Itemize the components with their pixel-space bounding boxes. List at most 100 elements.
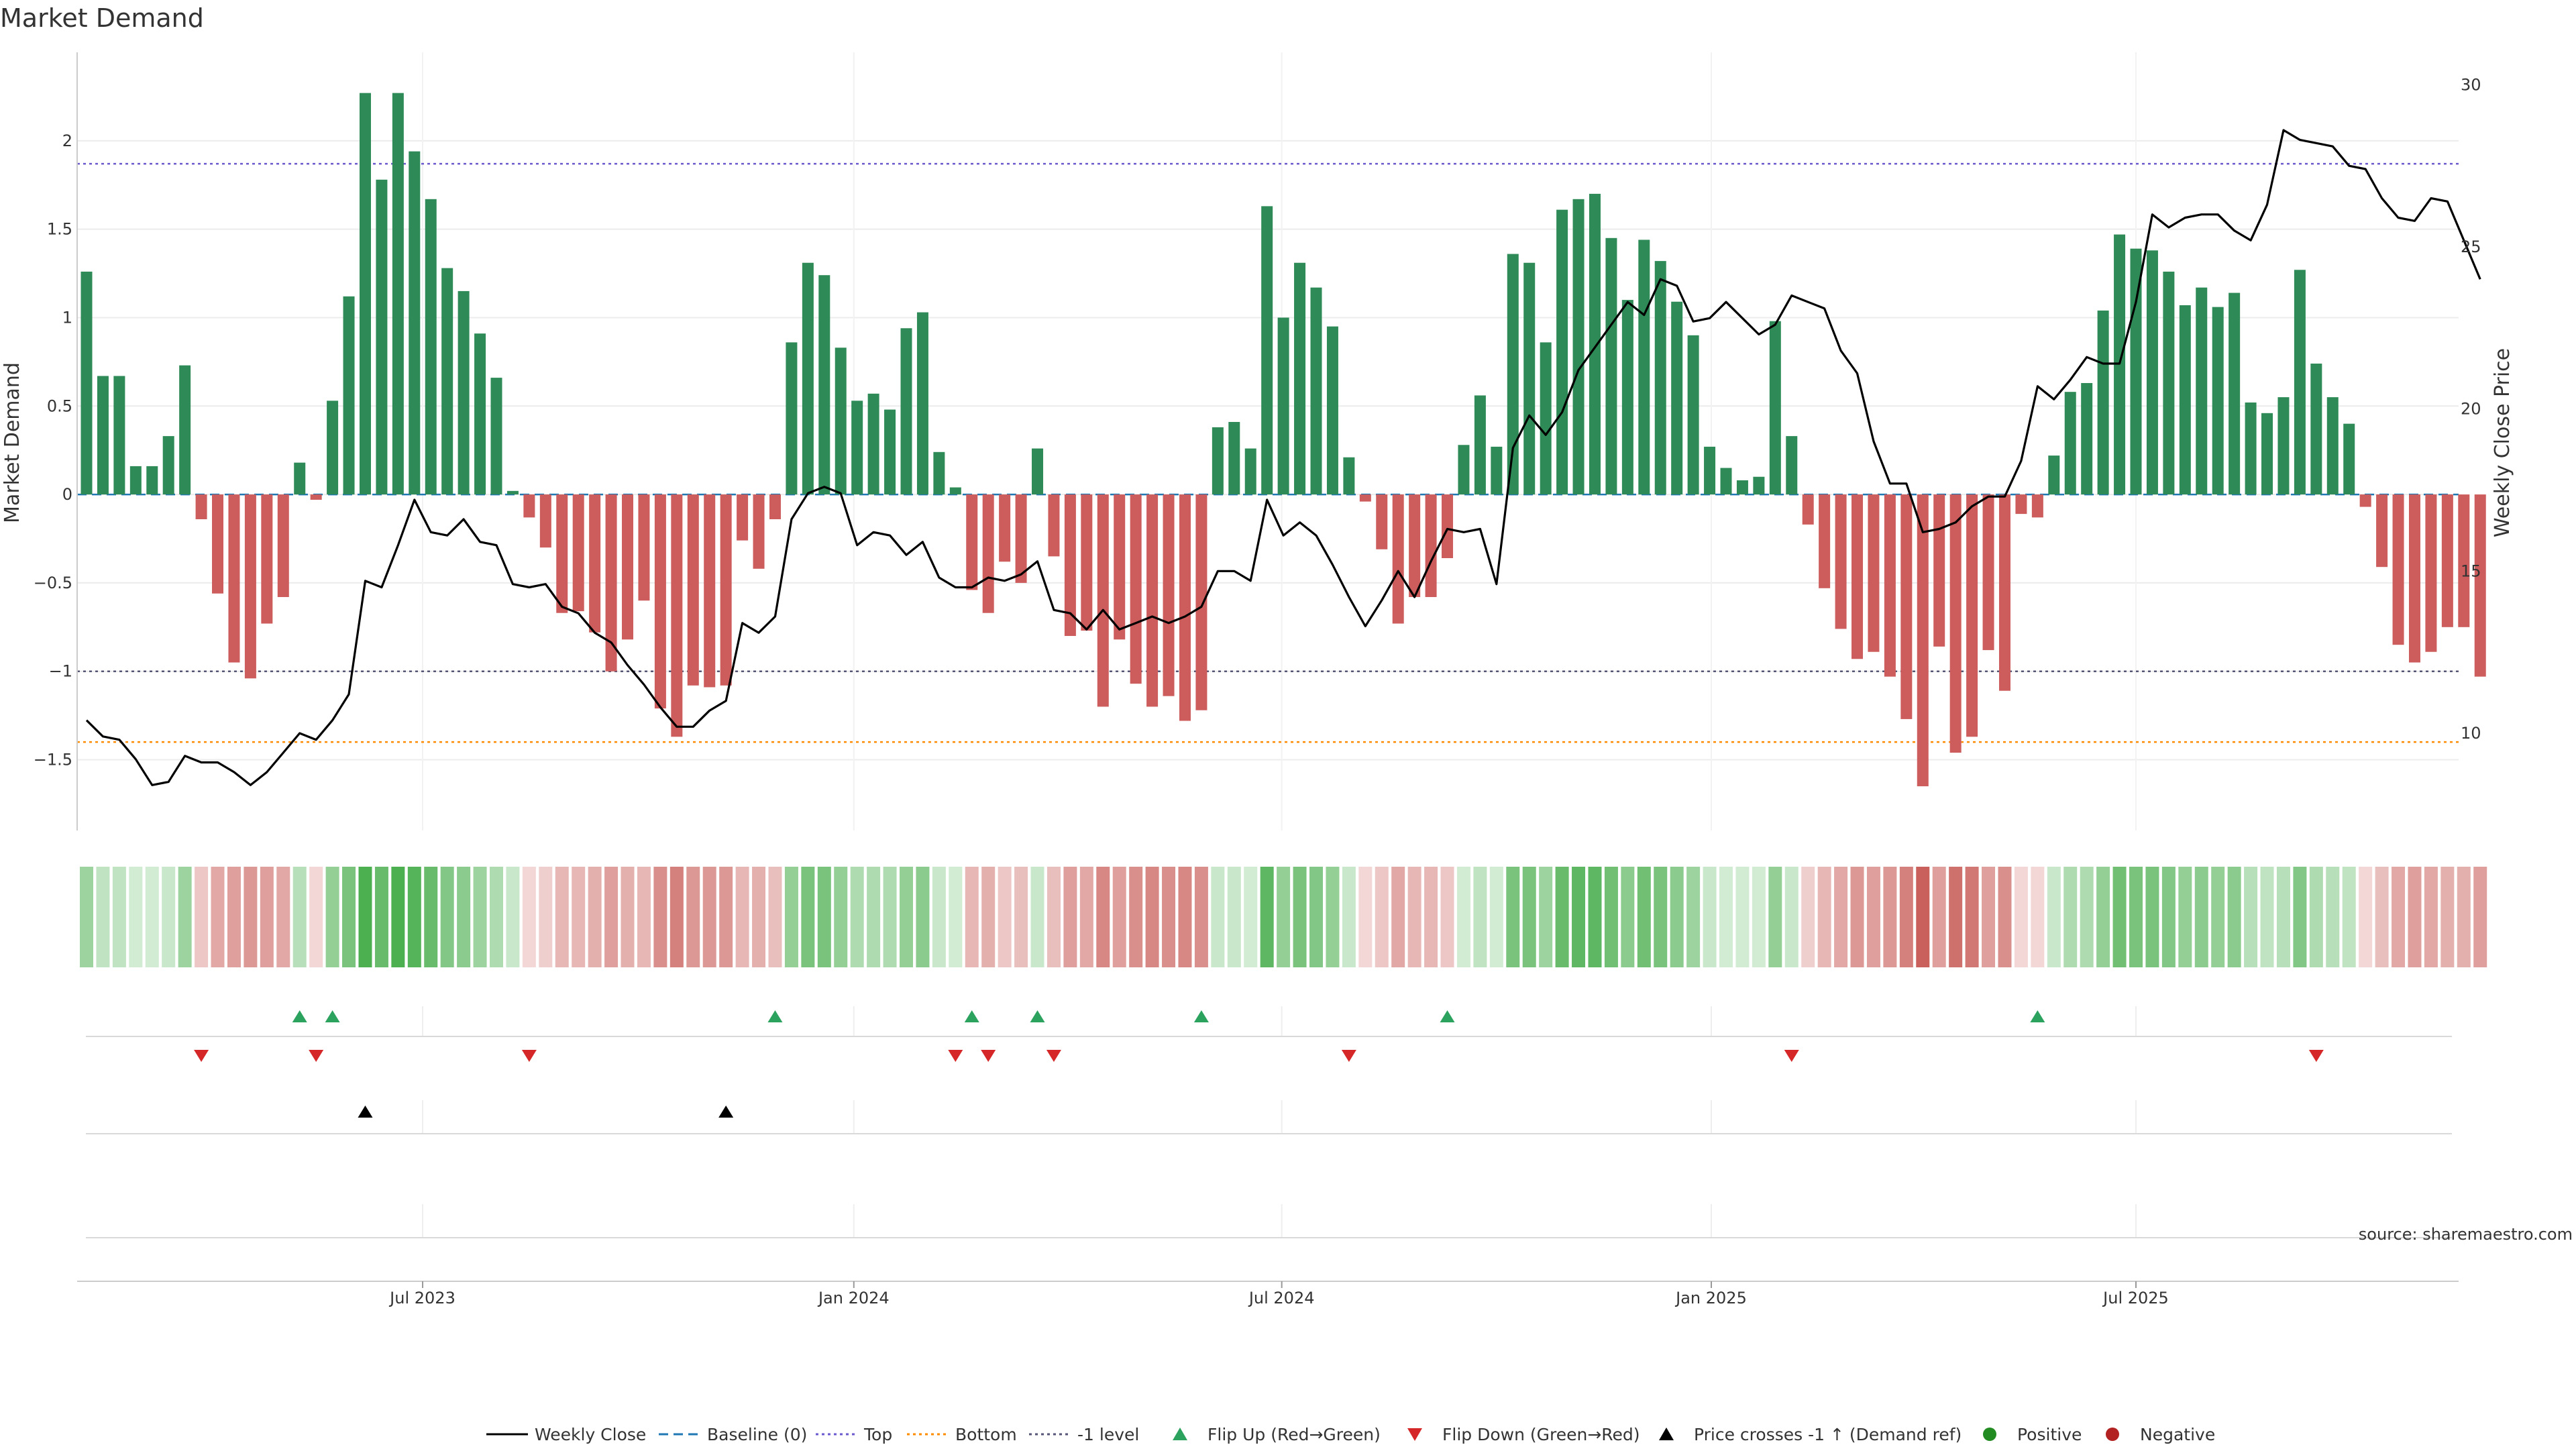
demand-bar	[867, 393, 879, 495]
demand-bar	[310, 494, 322, 500]
legend-item-cross: Price crosses -1 ↑ (Demand ref)	[1659, 1425, 1962, 1444]
demand-bar	[1048, 494, 1060, 557]
intensity-cell	[2293, 867, 2307, 967]
intensity-cell	[1129, 867, 1143, 967]
demand-bar	[2277, 397, 2290, 495]
demand-bar	[146, 466, 158, 495]
demand-bar	[1425, 494, 1437, 597]
intensity-cell	[1555, 867, 1569, 967]
legend-label: Flip Down (Green→Red)	[1442, 1425, 1640, 1444]
demand-bar	[212, 494, 224, 594]
legend-swatch-flipup	[1173, 1428, 1187, 1440]
demand-bar	[2343, 423, 2355, 495]
legend-item-bottom: Bottom	[907, 1425, 1017, 1444]
x-tick-label: Jan 2025	[1674, 1289, 1747, 1307]
reference-lines	[77, 162, 2459, 743]
demand-bar	[1032, 448, 1044, 495]
intensity-cell	[1277, 867, 1291, 967]
legend: Weekly Close Baseline (0) Top Bottom -1 leve…	[486, 1425, 2215, 1444]
demand-bar	[1507, 254, 1519, 495]
intensity-cell	[1309, 867, 1323, 967]
demand-bar	[1572, 199, 1585, 495]
legend-item-flipup: Flip Up (Red→Green)	[1173, 1425, 1381, 1444]
x-axis: Jul 2023 Jan 2024 Jul 2024 Jan 2025 Jul 2025	[77, 1281, 2459, 1307]
demand-bar	[523, 494, 535, 518]
demand-bar	[1474, 395, 1486, 495]
intensity-cell	[2342, 867, 2356, 967]
intensity-cell	[1801, 867, 1815, 967]
price-cross-marker	[358, 1106, 373, 1118]
intensity-cell	[752, 867, 766, 967]
x-tick-label: Jul 2023	[388, 1289, 455, 1307]
flip-up-marker	[292, 1010, 307, 1022]
intensity-cell	[1850, 867, 1864, 967]
intensity-cell	[2408, 867, 2422, 967]
intensity-cell	[932, 867, 946, 967]
demand-bar	[589, 494, 601, 633]
demand-bar	[1442, 494, 1454, 558]
demand-bar	[1884, 494, 1896, 677]
demand-bar	[687, 494, 699, 686]
demand-bar	[1277, 317, 1289, 495]
demand-bar	[835, 347, 847, 495]
intensity-cell	[2080, 867, 2094, 967]
intensity-cell	[1046, 867, 1061, 967]
intensity-cell	[2326, 867, 2340, 967]
weekly-close-line	[85, 129, 2481, 786]
demand-bar	[1621, 300, 1633, 495]
intensity-cell	[621, 867, 635, 967]
y2-tick-label: 30	[2461, 75, 2481, 94]
intensity-cell	[2276, 867, 2290, 967]
flip-up-marker	[964, 1010, 979, 1022]
intensity-cell	[1473, 867, 1487, 967]
demand-bar	[113, 376, 125, 495]
intensity-cell	[1588, 867, 1602, 967]
flip-down-marker	[948, 1050, 963, 1062]
demand-bar	[1491, 446, 1503, 495]
demand-bar	[1195, 494, 1208, 710]
y-tick-label: 2	[62, 131, 72, 150]
demand-bar	[458, 290, 470, 495]
demand-bar	[916, 312, 928, 495]
intensity-cell	[424, 867, 438, 967]
demand-bar	[638, 494, 650, 601]
event-strips	[86, 1010, 2452, 1238]
intensity-cell	[2260, 867, 2274, 967]
intensity-cell	[1637, 867, 1651, 967]
intensity-cell	[1932, 867, 1946, 967]
intensity-cell	[522, 867, 536, 967]
legend-item-close: Weekly Close	[486, 1425, 646, 1444]
intensity-cell	[1982, 867, 1996, 967]
flip-up-marker	[1193, 1010, 1209, 1022]
demand-bar	[1130, 494, 1142, 684]
flip-down-marker	[2308, 1050, 2324, 1062]
intensity-cell	[2194, 867, 2208, 967]
intensity-cell	[1654, 867, 1668, 967]
intensity-cell	[1326, 867, 1340, 967]
demand-bar	[1900, 494, 1913, 719]
demand-bar	[802, 262, 814, 495]
demand-bar	[162, 436, 174, 495]
demand-bar	[572, 494, 584, 612]
demand-bar	[949, 487, 961, 495]
intensity-cell	[637, 867, 651, 967]
demand-bar	[2015, 494, 2027, 515]
demand-bar	[1769, 321, 1781, 495]
intensity-cell	[883, 867, 897, 967]
intensity-cell	[801, 867, 815, 967]
demand-bar	[1704, 446, 1716, 495]
flip-up-marker	[1030, 1010, 1045, 1022]
intensity-cell	[260, 867, 274, 967]
demand-bar	[2048, 455, 2060, 495]
demand-bar	[720, 494, 732, 686]
intensity-cell	[457, 867, 471, 967]
demand-bar	[1523, 262, 1536, 495]
demand-bar	[129, 466, 142, 495]
intensity-cell	[1998, 867, 2012, 967]
demand-bar	[671, 494, 683, 737]
demand-bar	[1671, 301, 1683, 495]
x-tick-label: Jul 2025	[2102, 1289, 2169, 1307]
demand-bar	[1212, 427, 1224, 495]
intensity-cell	[1211, 867, 1225, 967]
legend-label: Negative	[2140, 1425, 2215, 1444]
